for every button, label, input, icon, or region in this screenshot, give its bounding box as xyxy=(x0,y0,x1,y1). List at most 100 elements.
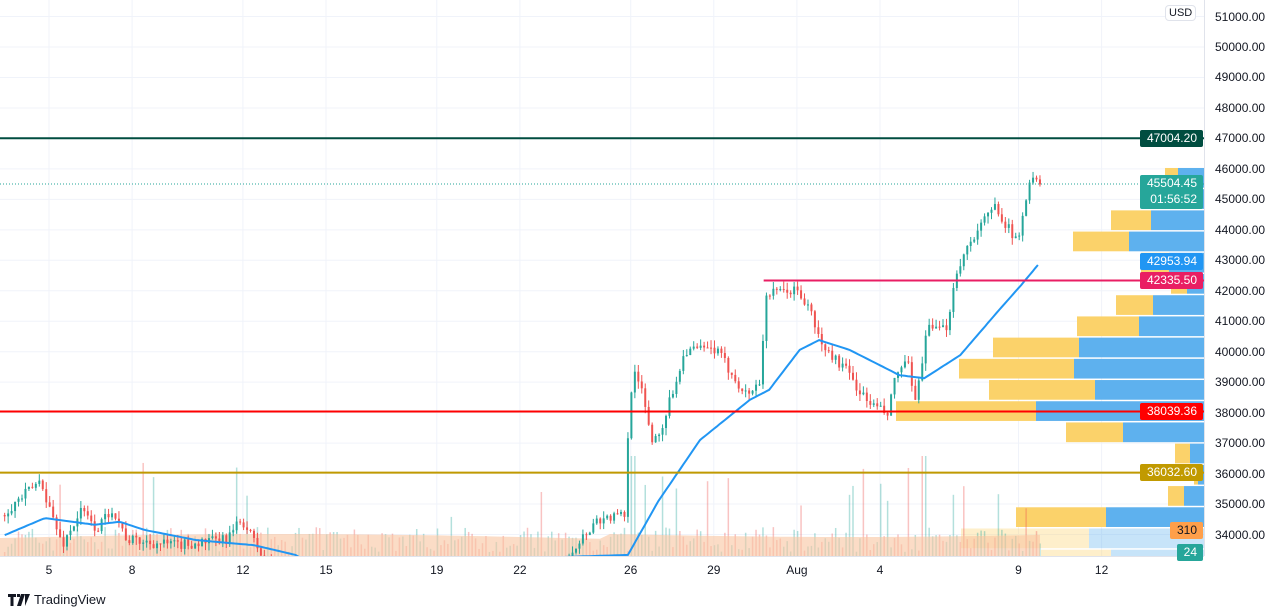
candle-body xyxy=(114,513,117,519)
candle-body xyxy=(758,384,761,386)
volume-profile-up-bar xyxy=(1077,316,1139,337)
candle-body xyxy=(1014,236,1017,239)
candle-body xyxy=(131,535,134,544)
price-tick-label: 45000.00 xyxy=(1215,192,1266,207)
candle-body xyxy=(495,575,497,577)
volume-profile-up-bar xyxy=(989,380,1095,400)
candle-body xyxy=(1018,235,1021,237)
candle-body xyxy=(107,514,110,518)
tradingview-logo[interactable]: TradingView xyxy=(8,592,106,607)
candle-body xyxy=(696,346,699,348)
candle-body xyxy=(235,521,238,531)
candle-body xyxy=(789,292,792,295)
candle-body xyxy=(574,548,577,553)
time-tick-label: 12 xyxy=(236,563,250,577)
candle-body xyxy=(457,576,459,579)
candle-body xyxy=(14,501,17,512)
volume-profile-up-bar xyxy=(1073,231,1129,252)
candle-body xyxy=(938,326,941,328)
volume-profile-up-bar xyxy=(959,358,1074,379)
candle-body xyxy=(180,541,183,549)
candle-body xyxy=(138,537,141,544)
candle-body xyxy=(288,577,290,578)
candle-body xyxy=(360,578,362,581)
price-tick-label: 37000.00 xyxy=(1215,436,1266,451)
currency-badge[interactable]: USD xyxy=(1165,5,1197,21)
candle-body xyxy=(506,570,508,574)
candle-body xyxy=(1025,200,1028,216)
volume-bar xyxy=(907,467,910,556)
candle-body xyxy=(27,486,30,489)
candle-body xyxy=(761,340,764,385)
candle-body xyxy=(879,405,882,407)
candle-body xyxy=(942,325,945,328)
candle-body xyxy=(806,304,809,306)
time-tick-label: 22 xyxy=(513,563,527,577)
candle-body xyxy=(228,532,231,545)
price-tick-label: 48000.00 xyxy=(1215,100,1266,115)
candle-body xyxy=(647,406,650,425)
candle-body xyxy=(651,424,654,443)
candle-body xyxy=(678,370,681,382)
candle-body xyxy=(252,530,255,538)
candle-body xyxy=(423,577,425,580)
candle-body xyxy=(295,579,297,581)
candle-body xyxy=(183,539,186,549)
candle-body xyxy=(623,511,626,517)
candle-body xyxy=(706,347,709,349)
candle-body xyxy=(38,480,41,484)
candle-body xyxy=(79,507,82,519)
candle-body xyxy=(121,522,124,529)
candle-body xyxy=(851,372,854,380)
candle-body xyxy=(346,575,348,576)
candle-body xyxy=(602,518,605,524)
candle-body xyxy=(565,563,567,572)
candle-body xyxy=(176,540,179,542)
candle-body xyxy=(69,530,72,536)
candle-body xyxy=(845,363,848,366)
candle-body xyxy=(1028,182,1031,201)
candle-body xyxy=(152,544,155,549)
candle-body xyxy=(782,289,785,291)
candle-body xyxy=(786,289,789,293)
volume-bar xyxy=(661,476,664,556)
candle-body xyxy=(893,377,896,395)
candle-body xyxy=(581,534,584,544)
candle-body xyxy=(117,518,120,523)
candle-body xyxy=(454,570,456,576)
candle-body xyxy=(298,579,300,580)
candle-body xyxy=(537,571,539,579)
candle-body xyxy=(357,580,359,581)
candle-body xyxy=(464,576,466,578)
price-tick-label: 44000.00 xyxy=(1215,222,1266,237)
candle-body xyxy=(100,519,103,532)
candle-body xyxy=(364,576,366,578)
level-price-label: 47004.20 xyxy=(1139,129,1203,147)
candle-body xyxy=(544,571,546,576)
candle-body xyxy=(447,571,449,577)
candle-body xyxy=(973,239,976,242)
candle-body xyxy=(281,575,283,576)
candle-body xyxy=(232,530,235,533)
candle-body xyxy=(340,580,342,582)
candle-body xyxy=(86,511,89,516)
candle-body xyxy=(554,574,556,577)
candle-body xyxy=(31,486,34,488)
candle-body xyxy=(485,574,487,577)
candle-body xyxy=(41,480,44,490)
candle-body xyxy=(388,573,390,581)
candle-body xyxy=(83,507,86,512)
candle-body xyxy=(62,537,65,547)
candle-body xyxy=(962,254,965,267)
level-price-label: 38039.36 xyxy=(1139,402,1203,420)
candle-body xyxy=(578,543,581,549)
price-tick-label: 47000.00 xyxy=(1215,131,1266,146)
price-tick-label: 39000.00 xyxy=(1215,375,1266,390)
volume-bar xyxy=(886,500,889,556)
candle-body xyxy=(609,515,612,521)
volume-profile-up-bar xyxy=(1066,422,1123,443)
time-tick-label: 26 xyxy=(624,563,638,577)
candle-body xyxy=(551,569,553,577)
candle-body xyxy=(169,541,172,544)
